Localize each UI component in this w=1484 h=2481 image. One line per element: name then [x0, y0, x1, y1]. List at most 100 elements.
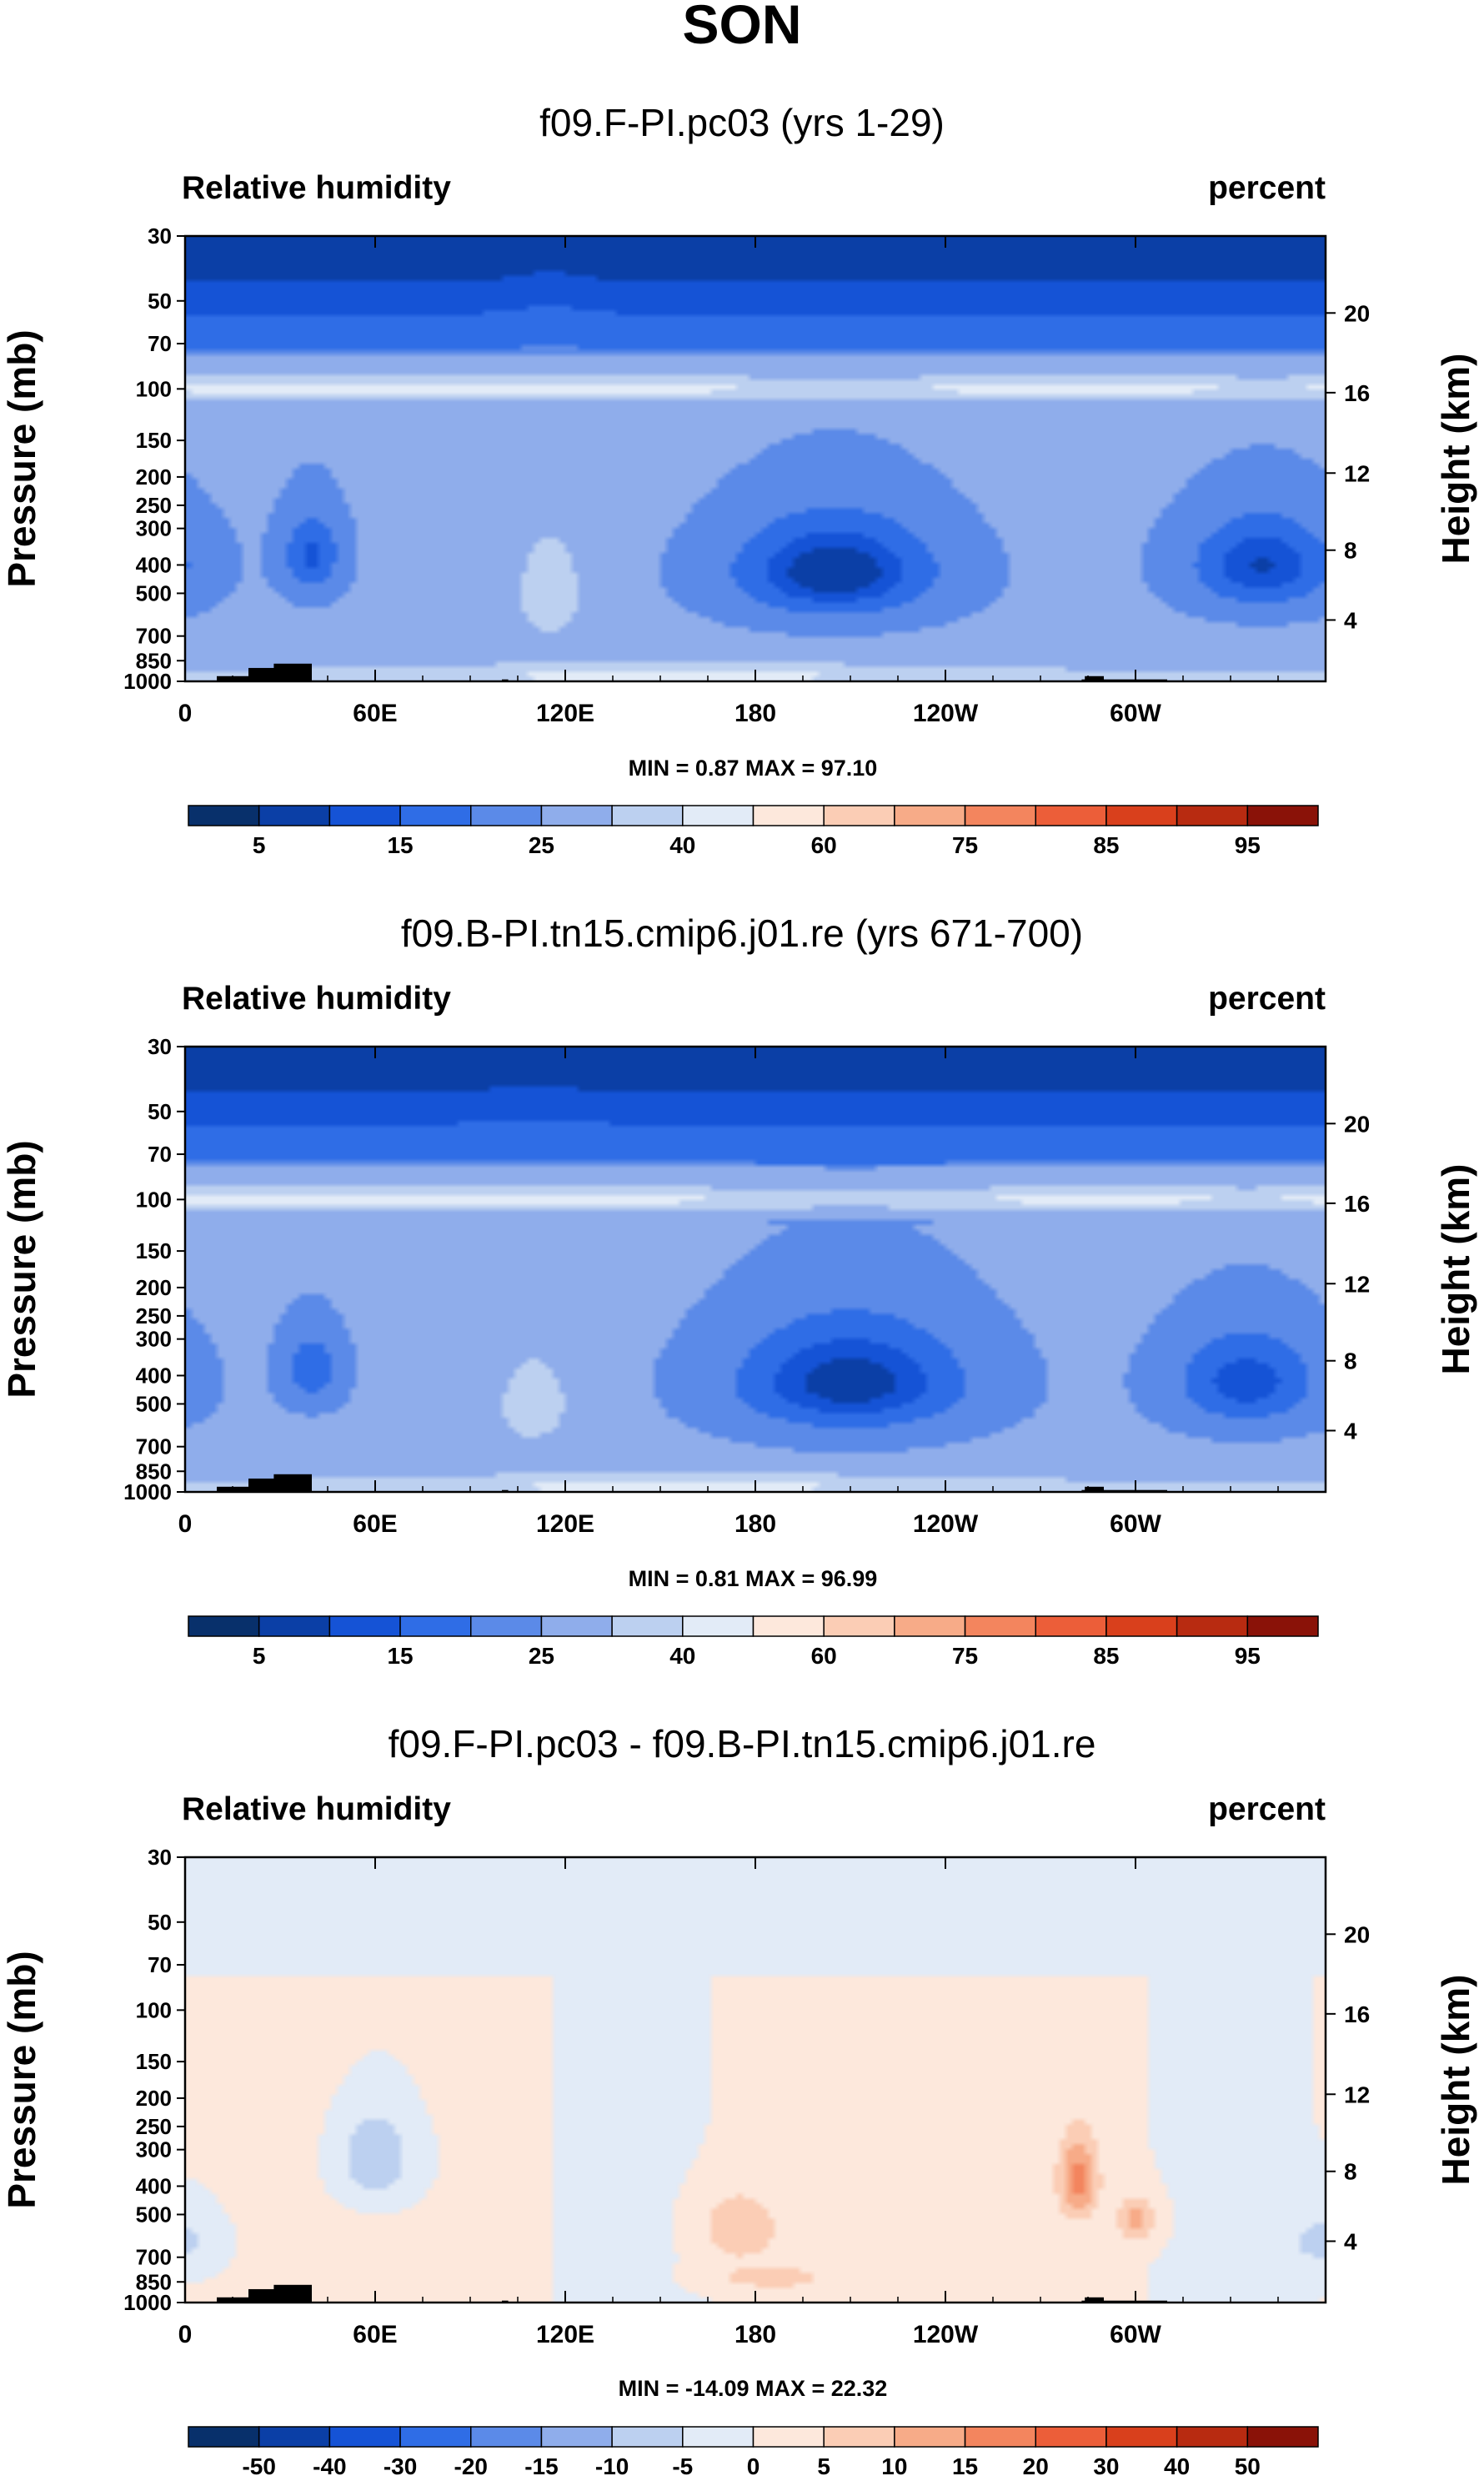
panel-3-colorbar-box: [1105, 2426, 1178, 2448]
panel-1-colorbar-label: 5: [253, 832, 266, 858]
panel-3-colorbar-label: -30: [384, 2453, 417, 2479]
panel-2-colorbar-box: [611, 1615, 684, 1637]
panel-1-colorbar-box: [611, 805, 684, 826]
panel-2-colorbar-box: [752, 1615, 825, 1637]
panel-2-pressure-tick-label: 850: [136, 1459, 172, 1484]
panel-1-y-axis-title: Pressure (mb): [0, 329, 43, 587]
panel-3-colorbar-label: 20: [1023, 2453, 1049, 2479]
panel-1-colorbar-box: [328, 805, 401, 826]
panel-1-longitude-tick-label: 120E: [536, 700, 594, 727]
panel-3-height-tick-label: 20: [1344, 1921, 1370, 1947]
panel-3-pressure-tick-label: 30: [148, 1845, 172, 1870]
panel-2-topography-2: [273, 1474, 312, 1492]
panel-2-height-tick-label: 8: [1344, 1348, 1357, 1374]
panel-1-colorbar-box: [258, 805, 331, 826]
panel-3-variable-label: Relative humidity: [182, 1791, 451, 1827]
panel-1-longitude-tick-label: 120W: [913, 700, 979, 727]
panel-2-y-axis-title: Pressure (mb): [0, 1140, 43, 1398]
panel-3-colorbar-box: [823, 2426, 895, 2448]
panel-3-pressure-tick-label: 50: [148, 1910, 172, 1935]
panel-1-longitude-tick-label: 60W: [1110, 700, 1161, 727]
panel-2-colorbar-box: [682, 1615, 755, 1637]
panel-2-colorbar-box: [1176, 1615, 1249, 1637]
panel-2-colorbar-label: 15: [387, 1643, 413, 1669]
panel-1-topography-1: [248, 667, 280, 681]
panel-2-pressure-tick-label: 50: [148, 1099, 172, 1124]
panel-3-colorbar-label: 0: [747, 2453, 760, 2479]
panel-1-topography-2: [273, 663, 312, 681]
panel-2-longitude-tick-label: 120W: [913, 1510, 979, 1538]
panel-1-height-tick-label: 12: [1344, 460, 1370, 486]
panel-3-colorbar-label: -10: [595, 2453, 629, 2479]
panel-3-colorbar-box: [682, 2426, 755, 2448]
panel-1-height-tick-label: 20: [1344, 300, 1370, 326]
panel-1-colorbar-box: [470, 805, 543, 826]
panel-3-topography-5: [1085, 2297, 1104, 2303]
panel-3-colorbar-label: -5: [672, 2453, 693, 2479]
panel-3-longitude-tick-label: 0: [178, 2321, 193, 2348]
panel-1-height-tick-label: 4: [1344, 607, 1357, 633]
panel-1-colorbar-box: [894, 805, 966, 826]
panel-2-colorbar-box: [328, 1615, 401, 1637]
panel-2-y2-axis-title: Height (km): [1434, 1164, 1477, 1375]
panel-2-colorbar-box: [823, 1615, 895, 1637]
panel-2-height-tick-label: 16: [1344, 1191, 1370, 1217]
panel-3-colorbar-box: [258, 2426, 331, 2448]
panel-1-title: f09.F-PI.pc03 (yrs 1-29): [539, 101, 945, 144]
panel-2-colorbar-box: [894, 1615, 966, 1637]
panel-3-colorbar-label: -20: [454, 2453, 488, 2479]
panel-3-pressure-tick-label: 700: [136, 2245, 172, 2270]
panel-3-colorbar-box: [894, 2426, 966, 2448]
panel-3-height-tick-label: 16: [1344, 2001, 1370, 2027]
panel-1-contour-field: [185, 236, 1326, 681]
panel-3-pressure-tick-label: 70: [148, 1952, 172, 1977]
panel-3-units-label: percent: [1208, 1791, 1326, 1827]
panel-2-colorbar-label: 85: [1093, 1643, 1119, 1669]
panel-1-colorbar-label: 85: [1093, 832, 1119, 858]
panel-3-minmax: MIN = -14.09 MAX = 22.32: [619, 2376, 888, 2401]
panel-1-minmax: MIN = 0.87 MAX = 97.10: [629, 756, 878, 781]
page-title: SON: [682, 0, 801, 55]
panel-3-longitude-tick-label: 120E: [536, 2321, 594, 2348]
panel-3-pressure-tick-label: 100: [136, 1997, 172, 2022]
panel-3-colorbar-label: 10: [881, 2453, 907, 2479]
panel-1-colorbar-label: 25: [529, 832, 554, 858]
panel-2-contour-field: [185, 1047, 1326, 1492]
panel-1-colorbar-box: [1176, 805, 1249, 826]
panel-3-colorbar-label: -15: [524, 2453, 558, 2479]
panel-3-colorbar-label: 15: [952, 2453, 978, 2479]
panel-2-pressure-tick-label: 400: [136, 1363, 172, 1388]
panel-1-colorbar-box: [188, 805, 260, 826]
panel-3-topography-1: [248, 2288, 280, 2303]
panel-1-pressure-tick-label: 150: [136, 428, 172, 453]
panel-2-height-tick-label: 20: [1344, 1111, 1370, 1137]
panel-2-plot: 3050701001502002503004005007008501000201…: [123, 1034, 1370, 1669]
panel-3-pressure-tick-label: 850: [136, 2269, 172, 2294]
panel-2-colorbar-box: [1105, 1615, 1178, 1637]
panel-2-colorbar-label: 5: [253, 1643, 266, 1669]
panel-1-pressure-tick-label: 500: [136, 580, 172, 605]
panel-3-colorbar-box: [328, 2426, 401, 2448]
panel-3-topography-2: [273, 2284, 312, 2303]
panel-3-colorbar-label: 5: [817, 2453, 830, 2479]
panel-3-pressure-tick-label: 400: [136, 2173, 172, 2198]
panel-1-pressure-tick-label: 200: [136, 465, 172, 490]
panel-2-topography-1: [248, 1478, 280, 1492]
panel-3-y-axis-title: Pressure (mb): [0, 1951, 43, 2208]
panel-2-longitude-tick-label: 0: [178, 1510, 193, 1538]
panel-2-height-tick-label: 12: [1344, 1271, 1370, 1297]
panel-2-topography-5: [1085, 1486, 1104, 1492]
panel-2-colorbar-label: 60: [811, 1643, 837, 1669]
panel-1-colorbar-box: [964, 805, 1036, 826]
panel-3-colorbar-label: 50: [1235, 2453, 1261, 2479]
panel-3-colorbar-label: 30: [1093, 2453, 1119, 2479]
panel-2-colorbar-label: 75: [952, 1643, 978, 1669]
panel-2-colorbar-label: 95: [1235, 1643, 1261, 1669]
panel-3-title: f09.F-PI.pc03 - f09.B-PI.tn15.cmip6.j01.…: [389, 1722, 1096, 1765]
panel-1-pressure-tick-label: 250: [136, 493, 172, 518]
panel-1-height-tick-label: 16: [1344, 380, 1370, 406]
panel-3-colorbar-box: [1246, 2426, 1319, 2448]
panel-3-colorbar-label: -40: [313, 2453, 346, 2479]
panel-1-longitude-tick-label: 60E: [353, 700, 397, 727]
